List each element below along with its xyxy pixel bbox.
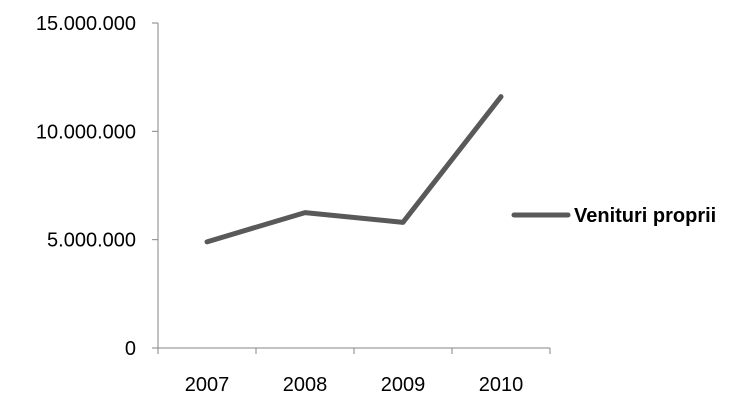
series-line: [204, 94, 504, 245]
y-tick-label: 5.000.000: [47, 230, 136, 252]
y-axis: 0 5.000.000 10.000.000 15.000.000: [36, 13, 159, 360]
x-tick-label: 2010: [479, 374, 524, 393]
x-axis: 2007 2008 2009 2010: [157, 347, 551, 393]
y-tick-label: 10.000.000: [36, 121, 136, 143]
x-tick-label: 2007: [185, 374, 230, 393]
series-group: [204, 94, 504, 245]
legend-label: Venituri proprii: [574, 205, 716, 227]
legend: Venituri proprii: [511, 205, 716, 227]
y-tick-label: 15.000.000: [36, 13, 136, 35]
y-tick-label: 0: [125, 338, 136, 360]
x-tick-label: 2008: [283, 374, 328, 393]
x-tick-label: 2009: [381, 374, 426, 393]
